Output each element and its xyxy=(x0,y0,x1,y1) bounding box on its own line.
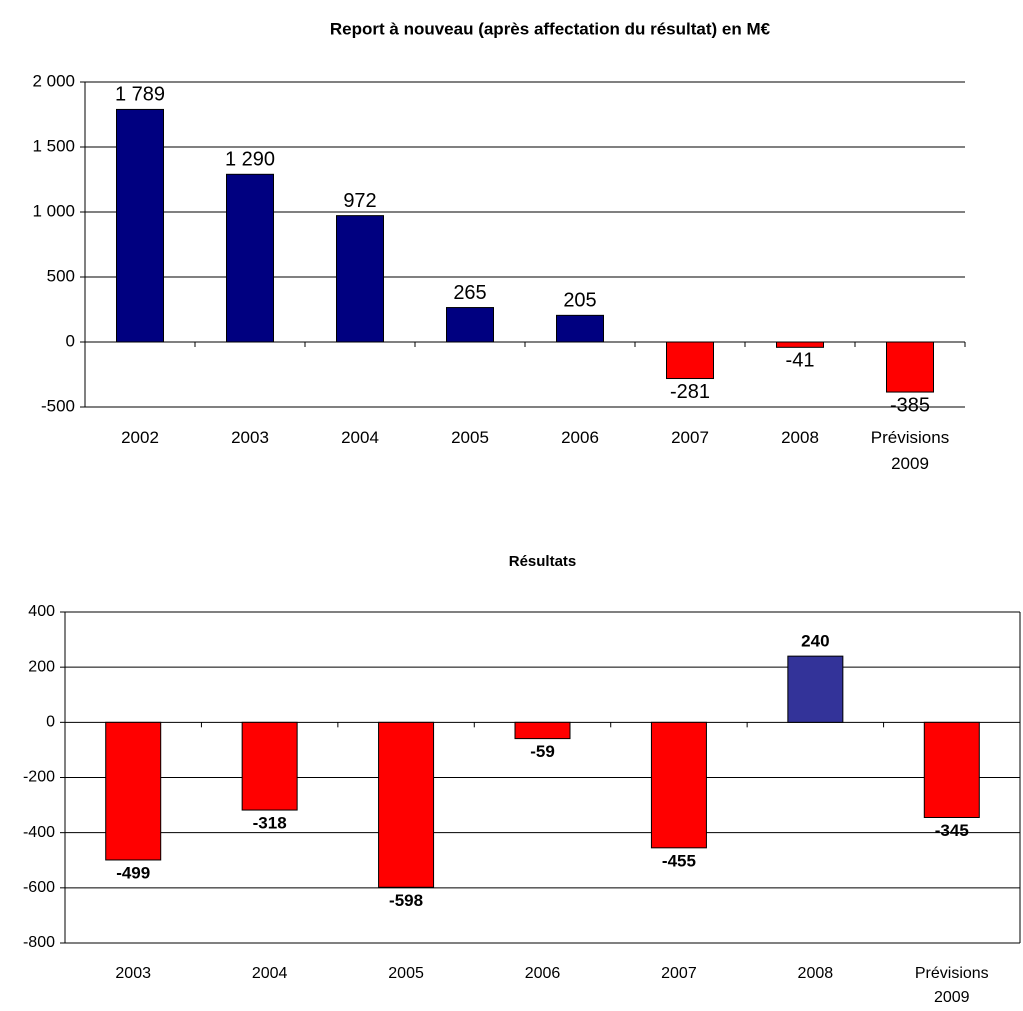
data-label: 265 xyxy=(453,282,486,304)
x-tick-label: 2002 xyxy=(121,428,159,447)
x-tick-label: 2007 xyxy=(661,965,697,982)
y-tick-label: -500 xyxy=(41,396,75,415)
data-label: -41 xyxy=(786,350,815,372)
data-label: 1 290 xyxy=(225,149,275,171)
y-tick-label: -600 xyxy=(23,879,55,896)
data-label: -499 xyxy=(116,863,150,882)
data-label: 240 xyxy=(801,632,829,651)
y-tick-label: -800 xyxy=(23,934,55,951)
bar xyxy=(105,721,162,861)
bar xyxy=(336,215,384,343)
x-tick-label: 2004 xyxy=(251,965,288,982)
bar xyxy=(116,108,164,343)
data-label: -455 xyxy=(662,851,696,870)
bar xyxy=(776,341,824,348)
x-tick-label: 2005 xyxy=(388,965,424,982)
chart-title: Report à nouveau (après affectation du r… xyxy=(330,19,771,38)
bar xyxy=(226,173,274,343)
data-label: -281 xyxy=(670,381,710,403)
bar xyxy=(446,307,494,343)
data-label: -318 xyxy=(253,814,287,833)
data-label: 205 xyxy=(563,290,596,312)
x-tick-label: 2008 xyxy=(781,428,819,447)
bar xyxy=(787,655,844,723)
bar xyxy=(923,721,980,818)
bar xyxy=(886,341,934,393)
y-tick-label: -200 xyxy=(23,769,55,786)
bar xyxy=(650,721,707,849)
y-tick-label: 500 xyxy=(47,266,75,285)
data-label: 972 xyxy=(343,190,376,212)
y-tick-label: 1 000 xyxy=(32,201,75,220)
x-tick-label: 2008 xyxy=(797,965,834,982)
data-label: -59 xyxy=(530,742,555,761)
x-tick-label: 2003 xyxy=(231,428,269,447)
bar xyxy=(241,721,298,811)
y-tick-label: 0 xyxy=(46,714,55,731)
y-tick-label: -400 xyxy=(23,824,55,841)
x-tick-label: 2004 xyxy=(341,428,379,447)
x-tick-label: Prévisions 2009 xyxy=(870,428,950,473)
y-tick-label: 0 xyxy=(66,331,75,350)
bar xyxy=(556,314,604,343)
x-tick-label: 2005 xyxy=(451,428,489,447)
data-label: -598 xyxy=(389,891,423,910)
bar xyxy=(666,341,714,380)
chart-title: Résultats xyxy=(509,553,577,570)
bar xyxy=(378,721,435,888)
x-tick-label: 2007 xyxy=(671,428,709,447)
data-label: 1 789 xyxy=(115,84,165,106)
x-tick-label: 2003 xyxy=(115,965,151,982)
y-tick-label: 200 xyxy=(28,658,55,675)
x-tick-label: 2006 xyxy=(524,965,561,982)
y-tick-label: 400 xyxy=(28,603,55,620)
data-label: -345 xyxy=(935,821,969,840)
y-tick-label: 1 500 xyxy=(32,136,75,155)
x-tick-label: Prévisions 2009 xyxy=(914,965,989,1006)
data-label: -385 xyxy=(890,394,930,416)
y-tick-label: 2 000 xyxy=(32,71,75,90)
bar xyxy=(514,721,571,740)
x-tick-label: 2006 xyxy=(561,428,599,447)
